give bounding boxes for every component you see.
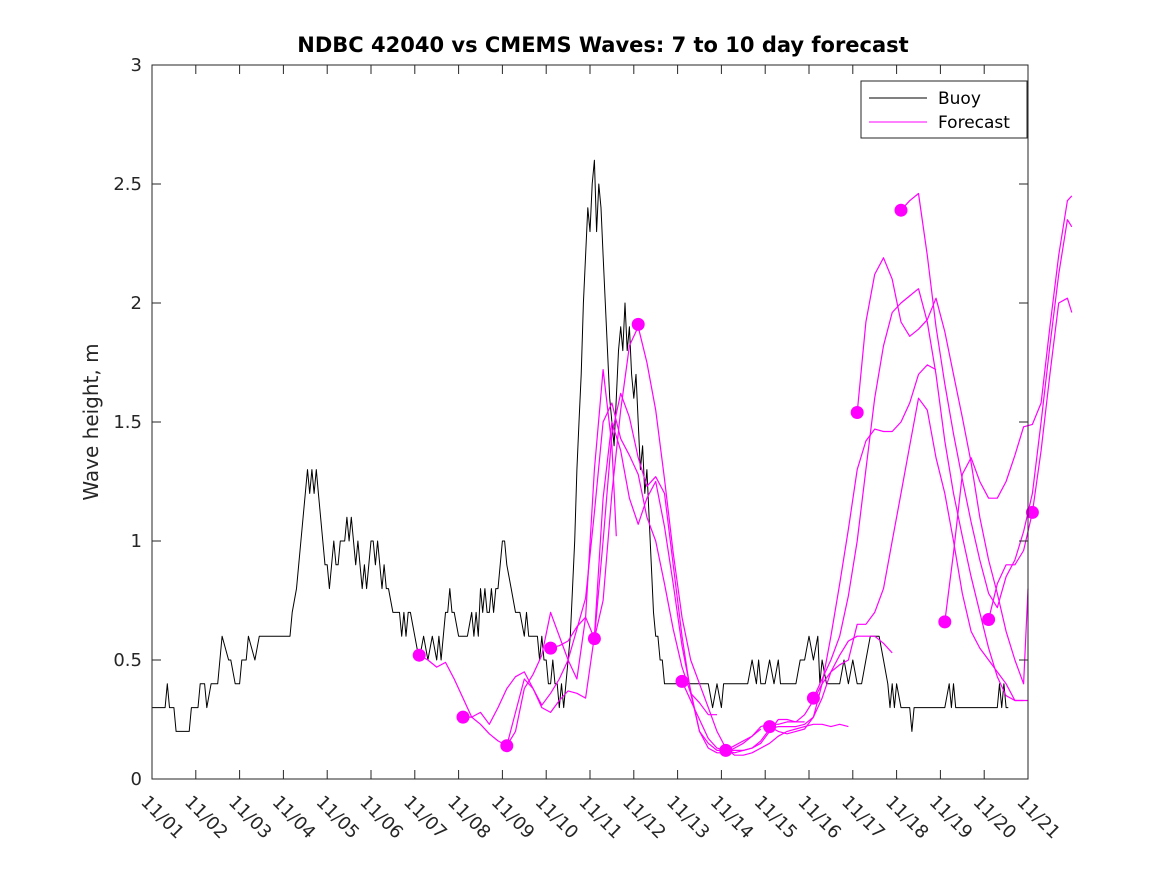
legend-forecast-label: Forecast (938, 113, 1010, 133)
forecast-series-line-9 (812, 288, 1028, 702)
forecast-marker (938, 615, 952, 629)
y-tick-label: 0 (131, 769, 142, 790)
forecast-series-line-7 (725, 635, 893, 754)
y-tick-label: 1 (131, 531, 142, 552)
forecast-marker (806, 691, 820, 705)
forecast-marker (412, 648, 426, 662)
forecast-marker (1025, 505, 1039, 519)
y-tick-label: 2.5 (113, 174, 142, 195)
forecast-marker (850, 406, 864, 419)
forecast-series-line-1 (418, 369, 617, 747)
y-tick-label: 1.5 (113, 412, 142, 433)
forecast-marker (500, 739, 514, 753)
forecast-marker (675, 674, 689, 688)
y-tick-label: 0.5 (113, 650, 142, 671)
forecast-marker (587, 632, 601, 646)
legend: Buoy Forecast (860, 80, 1028, 139)
legend-box (860, 80, 1028, 139)
forecast-series-line-12 (944, 195, 1073, 622)
plot-area (152, 65, 1028, 779)
forecast-series-line-3 (506, 421, 762, 754)
axis-ticks (151, 64, 1029, 780)
forecast-marker (544, 641, 558, 655)
buoy-series-line (152, 159, 1009, 732)
forecast-series-line-2 (463, 402, 717, 725)
forecast-series-line-11 (900, 192, 1073, 609)
forecast-series-line-8 (769, 397, 1024, 735)
forecast-series-line-10 (856, 257, 1029, 685)
forecast-marker (719, 743, 733, 757)
y-tick-label: 3 (131, 55, 142, 76)
forecast-marker (894, 203, 908, 217)
forecast-marker (631, 317, 645, 331)
forecast-marker (763, 720, 777, 734)
plot-content (152, 159, 1073, 757)
chart-title: NDBC 42040 vs CMEMS Waves: 7 to 10 day f… (297, 33, 908, 57)
y-tick-label: 2 (131, 293, 142, 314)
forecast-marker (456, 710, 470, 724)
y-tick-labels: 0 0.5 1 1.5 2 2.5 3 (113, 55, 142, 790)
forecast-marker (982, 613, 996, 626)
y-axis-label: Wave height, m (79, 343, 103, 500)
legend-buoy-label: Buoy (938, 89, 981, 109)
